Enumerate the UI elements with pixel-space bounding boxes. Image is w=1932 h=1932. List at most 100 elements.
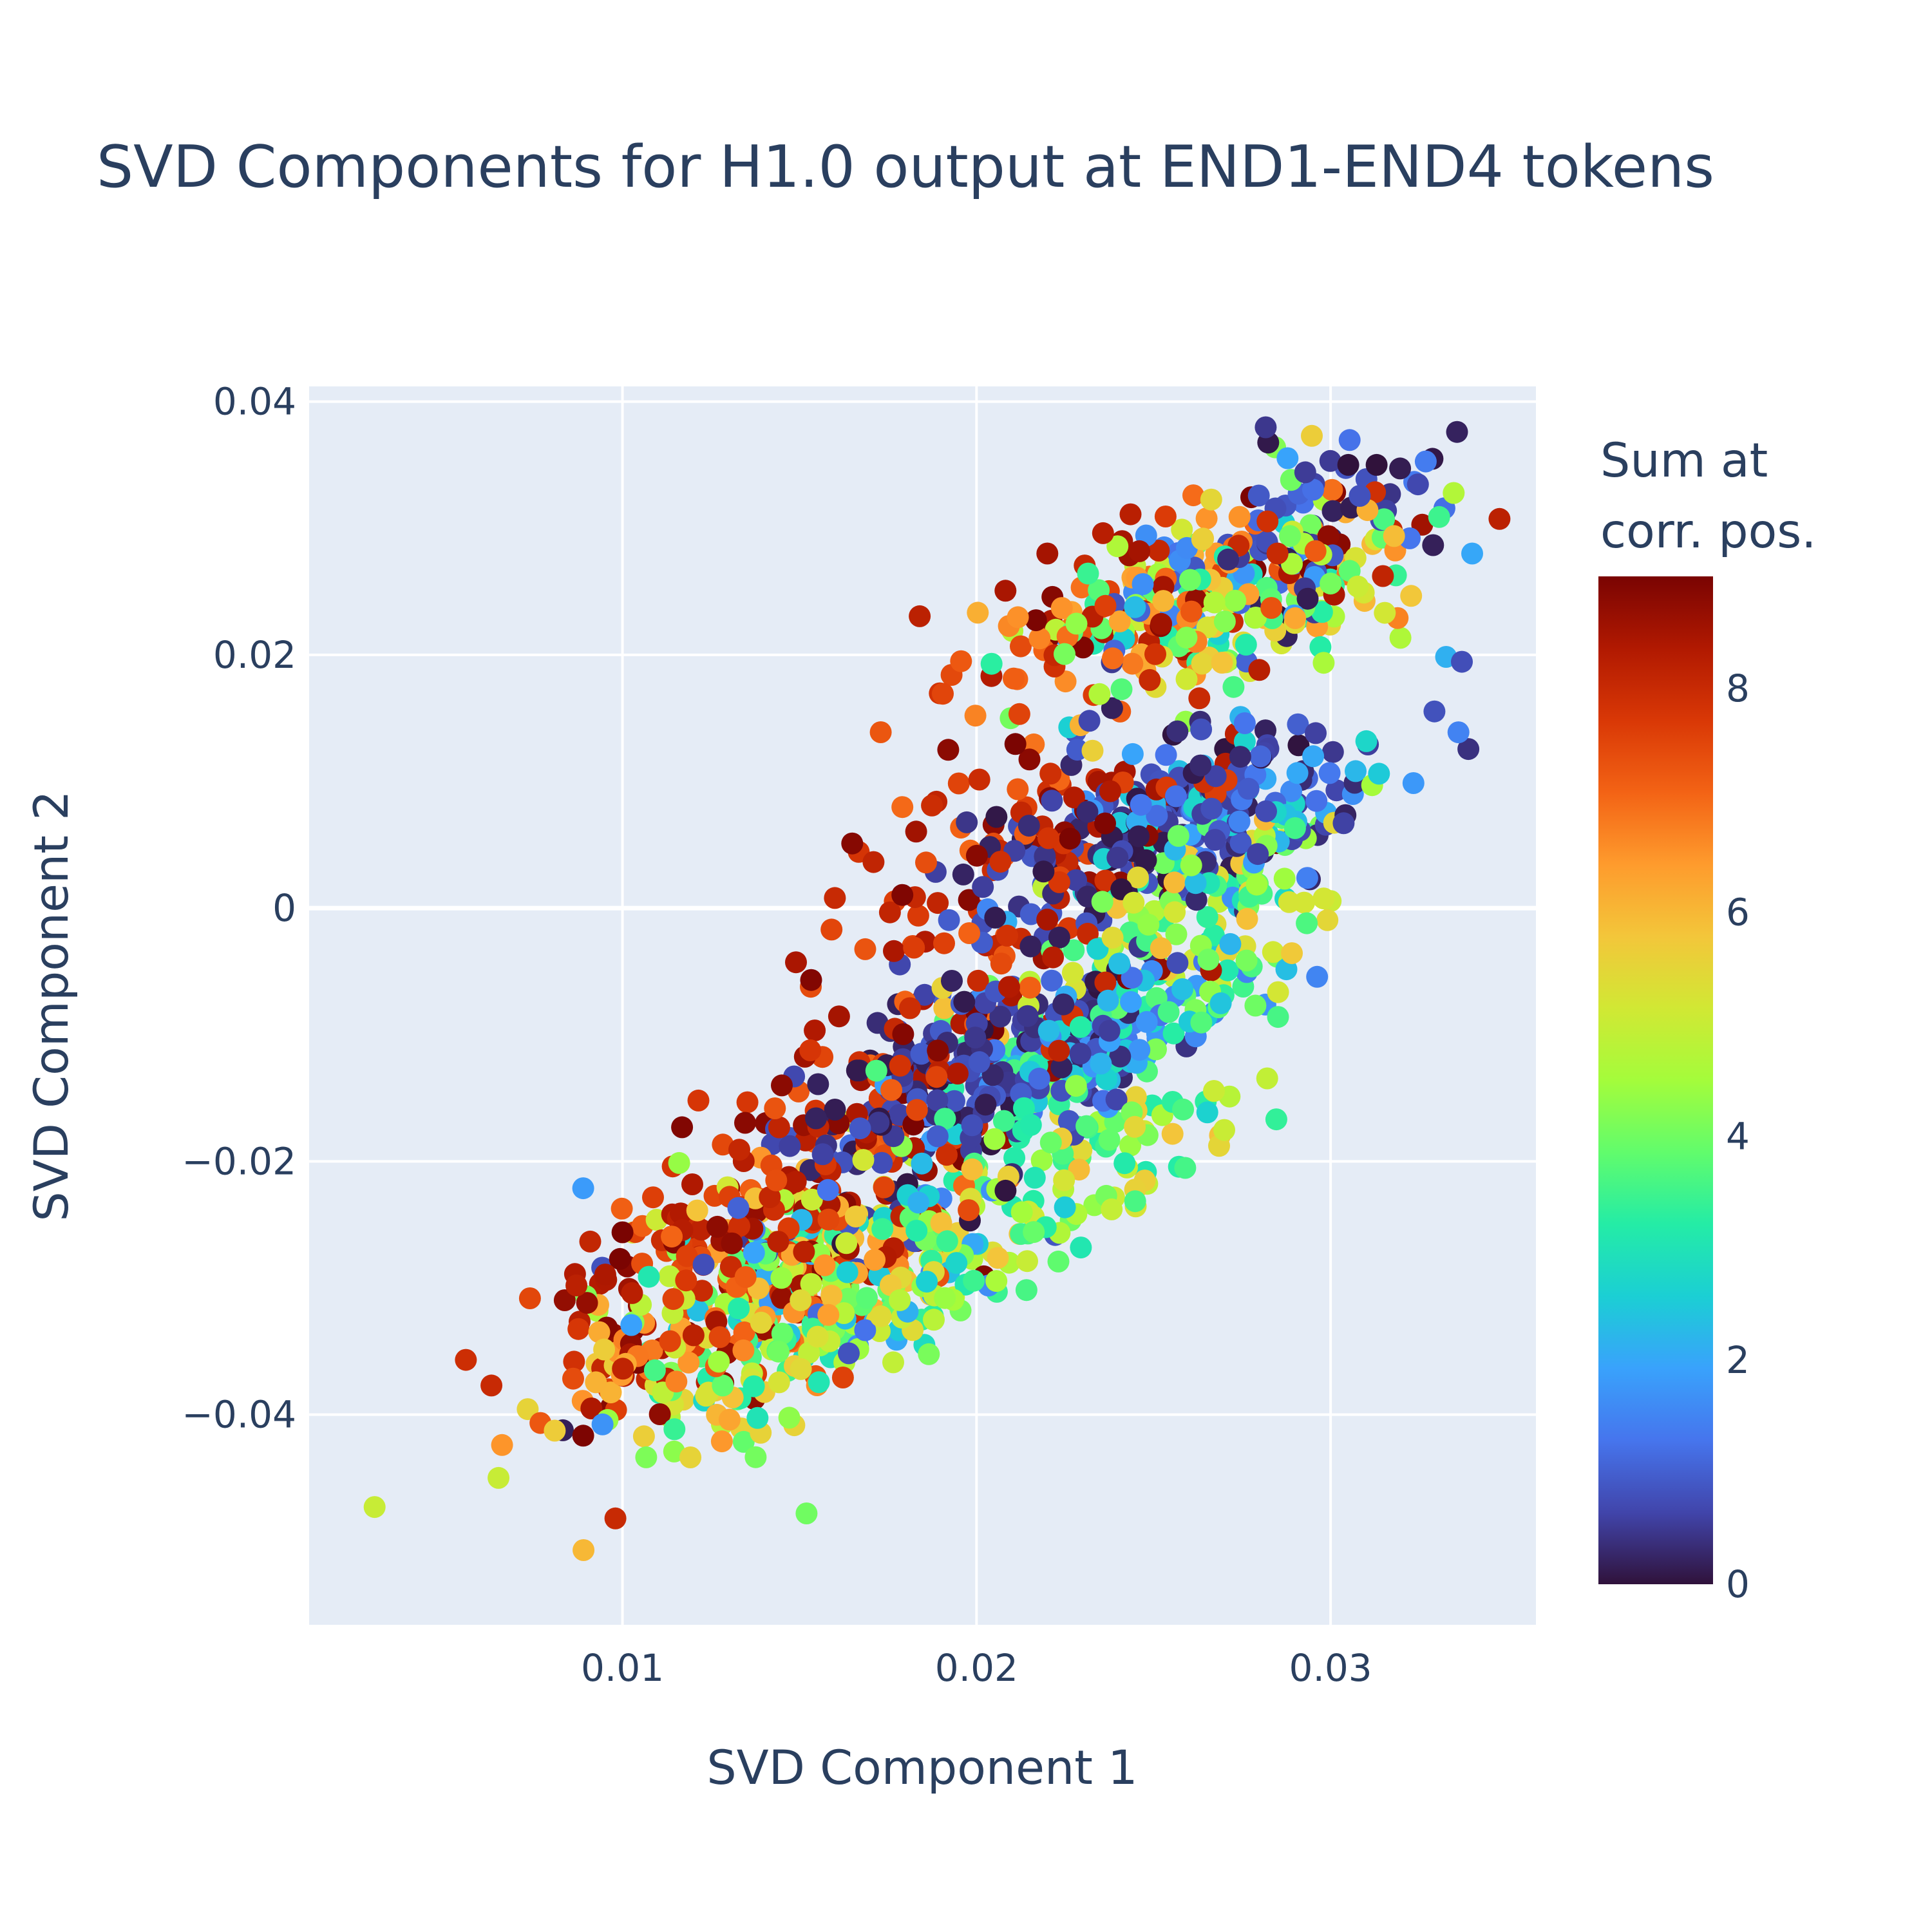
- data-point: [909, 605, 931, 627]
- data-point: [1144, 643, 1166, 665]
- data-point: [1078, 710, 1101, 732]
- data-point: [1081, 739, 1104, 762]
- data-point: [1255, 800, 1277, 822]
- data-point: [663, 1418, 686, 1441]
- data-point: [1121, 743, 1144, 765]
- data-point: [1383, 525, 1405, 547]
- data-point: [1180, 854, 1202, 876]
- data-point: [712, 1374, 734, 1397]
- data-point: [736, 1091, 759, 1113]
- data-point: [1088, 683, 1111, 705]
- data-point: [1124, 1115, 1146, 1138]
- data-point: [1007, 778, 1029, 800]
- data-point: [926, 1089, 949, 1112]
- data-point: [927, 1039, 949, 1062]
- x-axis-label: SVD Component 1: [706, 1741, 1137, 1795]
- y-tick-label: 0.02: [213, 633, 296, 677]
- data-point: [565, 1274, 588, 1296]
- data-point: [1105, 1088, 1128, 1111]
- data-point: [1184, 872, 1207, 895]
- data-point: [813, 1254, 836, 1276]
- data-point: [480, 1374, 503, 1397]
- data-point: [1180, 600, 1202, 623]
- data-point: [1265, 1108, 1287, 1131]
- data-point: [1148, 540, 1170, 562]
- data-point: [1052, 993, 1075, 1016]
- data-point: [746, 1406, 769, 1429]
- data-point: [1217, 959, 1239, 981]
- data-point: [728, 1139, 750, 1161]
- data-point: [1039, 762, 1062, 785]
- data-point: [687, 1089, 710, 1112]
- data-point: [963, 1269, 985, 1292]
- data-point: [579, 1230, 601, 1253]
- data-point: [985, 1270, 1008, 1293]
- data-point: [1283, 817, 1306, 839]
- data-point: [750, 1311, 772, 1334]
- data-point: [964, 705, 987, 727]
- data-point: [1157, 1001, 1180, 1023]
- data-point: [1013, 1097, 1035, 1119]
- data-point: [1447, 721, 1470, 744]
- data-point: [1203, 1080, 1225, 1102]
- data-point: [1406, 473, 1429, 496]
- data-point: [1260, 597, 1283, 619]
- data-point: [899, 997, 921, 1019]
- data-point: [911, 1152, 933, 1175]
- data-point: [811, 1143, 834, 1166]
- data-point: [1172, 1098, 1195, 1121]
- data-point: [1016, 1250, 1038, 1273]
- data-point: [690, 1218, 712, 1241]
- data-point: [927, 892, 949, 914]
- data-point: [1217, 548, 1240, 571]
- data-point: [1244, 994, 1267, 1017]
- data-point: [768, 1116, 790, 1139]
- data-point: [968, 1051, 990, 1074]
- data-point: [1191, 652, 1213, 675]
- data-point: [1053, 1169, 1075, 1191]
- data-point: [679, 1446, 702, 1468]
- data-point: [956, 811, 978, 833]
- data-point: [1128, 540, 1151, 562]
- data-point: [945, 1252, 968, 1274]
- data-point: [835, 1232, 858, 1255]
- data-point: [1179, 569, 1201, 591]
- data-point: [1461, 542, 1483, 565]
- data-point: [1106, 846, 1129, 869]
- data-point: [817, 1179, 839, 1201]
- data-point: [1023, 1221, 1045, 1244]
- data-point: [936, 1144, 958, 1166]
- data-point: [1069, 1043, 1092, 1065]
- data-point: [1276, 447, 1299, 469]
- data-point: [1037, 1019, 1060, 1042]
- data-point: [807, 1073, 829, 1095]
- data-point: [1256, 1067, 1278, 1090]
- data-point: [491, 1434, 513, 1456]
- data-point: [831, 1367, 854, 1388]
- data-point: [1200, 797, 1223, 820]
- data-point: [1248, 659, 1271, 681]
- data-point: [1443, 482, 1465, 504]
- data-point: [659, 1330, 681, 1352]
- data-point: [1255, 416, 1277, 439]
- data-point: [1166, 952, 1189, 974]
- data-point: [1008, 703, 1030, 725]
- data-point: [1128, 1039, 1151, 1061]
- x-tick-label: 0.02: [935, 1646, 1018, 1690]
- data-point: [974, 1094, 997, 1116]
- data-point: [1101, 927, 1124, 949]
- colorbar-tick-label: 8: [1726, 667, 1750, 710]
- data-point: [734, 1266, 757, 1288]
- data-point: [1191, 528, 1213, 551]
- data-point: [883, 940, 905, 962]
- data-point: [620, 1314, 643, 1336]
- data-point: [937, 739, 960, 761]
- data-point: [638, 1265, 660, 1288]
- data-point: [642, 1186, 664, 1209]
- data-point: [1182, 484, 1204, 507]
- data-point: [1267, 981, 1289, 1003]
- data-point: [1042, 946, 1065, 969]
- data-point: [1311, 601, 1333, 623]
- data-point: [1236, 907, 1258, 930]
- data-point: [743, 1242, 765, 1264]
